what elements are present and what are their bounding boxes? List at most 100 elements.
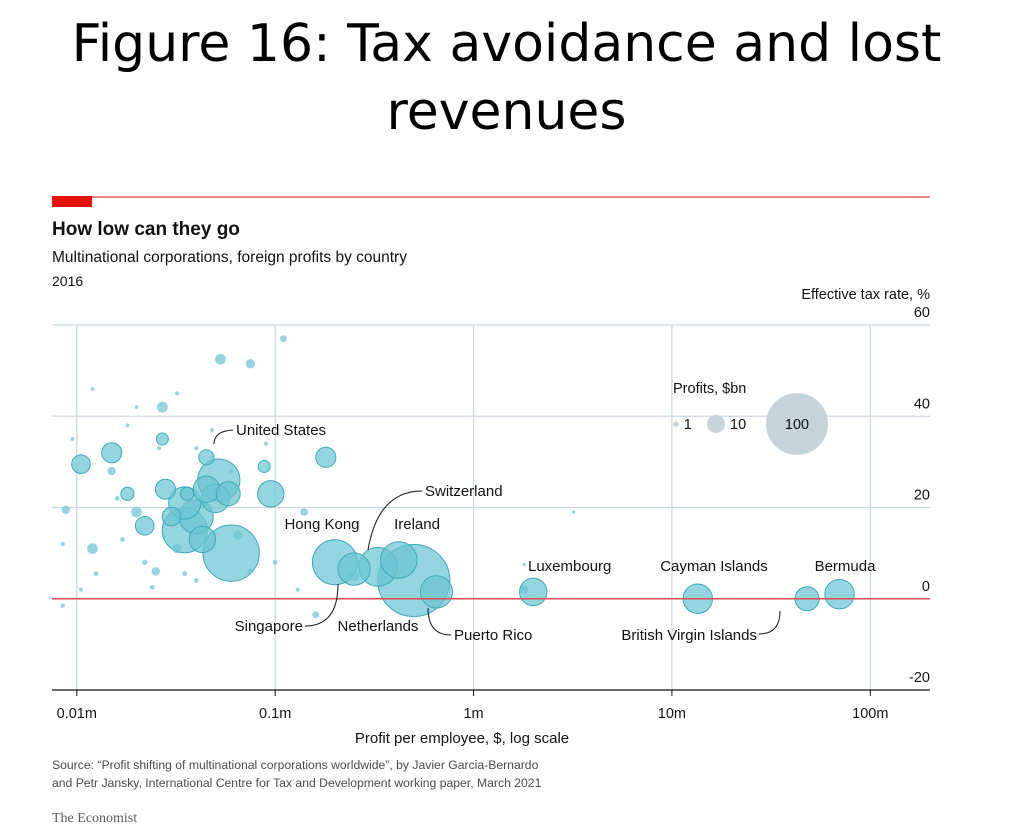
country-labels: United States Hong Kong Singapore Switzerla… [213, 422, 877, 644]
legend-label: 10 [730, 417, 746, 433]
publisher-logo: The Economist [52, 811, 137, 826]
leader-line [427, 607, 452, 636]
slide-title: Figure 16: Tax avoidance and lost revenu… [0, 10, 1013, 146]
chart-subtitle: Multinational corporations, foreign prof… [52, 249, 407, 266]
country-label: Bermuda [815, 558, 877, 575]
bubble [120, 537, 125, 542]
bubble [522, 562, 526, 567]
x-axis-label: Profit per employee, $, log scale [355, 730, 569, 747]
country-label: British Virgin Islands [621, 627, 757, 644]
bubble [134, 405, 139, 410]
y-tick-label: 60 [914, 305, 930, 321]
country-label: Singapore [235, 618, 303, 635]
bubble [90, 386, 95, 391]
x-tick-label: 0.1m [259, 706, 291, 722]
bubble [315, 446, 337, 468]
bubble [312, 611, 320, 619]
legend-bubble [707, 415, 725, 433]
bubble-bermuda [824, 578, 855, 610]
bubble [245, 359, 256, 369]
source-note-line1: Source: “Profit shifting of multinationa… [52, 758, 539, 772]
bubble-puerto-rico [419, 575, 454, 609]
bubble [420, 585, 424, 590]
bubble [174, 391, 180, 396]
y-axis: -20 0 20 40 60 [909, 305, 930, 686]
country-label: Cayman Islands [660, 558, 768, 575]
bubble [172, 543, 182, 554]
chart-title: How low can they go [52, 219, 240, 240]
bubble [107, 466, 116, 476]
bubble [60, 603, 65, 608]
bubble [154, 478, 177, 500]
x-tick-label: 10m [658, 706, 686, 722]
bubble [131, 506, 142, 518]
bubble [157, 446, 162, 451]
bubble [134, 515, 155, 536]
leader-line [304, 583, 339, 627]
bubble [257, 459, 271, 473]
bubble [198, 449, 215, 466]
bubble [78, 587, 84, 592]
economist-red-tag [52, 196, 92, 207]
bubble [155, 432, 169, 446]
bubble [215, 481, 241, 507]
bubble [120, 486, 135, 501]
bubble [215, 353, 226, 365]
bubble [228, 468, 234, 474]
leader-line [213, 429, 234, 445]
leader-line [758, 610, 781, 635]
y-tick-label: 0 [922, 579, 930, 595]
bubble [188, 525, 217, 554]
bubble [202, 524, 260, 582]
legend-label: 100 [785, 417, 809, 433]
country-label: Hong Kong [284, 516, 359, 533]
legend-title: Profits, $bn [673, 381, 746, 397]
bubble [209, 427, 215, 433]
bubble [300, 508, 308, 516]
bubble [93, 571, 99, 577]
bubbles [60, 335, 855, 619]
bubble [125, 423, 130, 428]
size-legend: Profits, $bn 1 10 100 [673, 381, 828, 455]
bubble [149, 584, 155, 590]
bubble [114, 495, 120, 501]
slide-title-text: Figure 16: Tax avoidance and lost revenu… [71, 14, 942, 142]
country-label: Ireland [394, 516, 440, 533]
bubble [151, 567, 160, 576]
bubble [101, 442, 123, 464]
bubble [161, 506, 182, 527]
legend-bubble [673, 421, 679, 427]
bubble [193, 578, 199, 583]
bubble [142, 559, 148, 565]
bubble [348, 570, 360, 582]
bubble [295, 587, 300, 592]
bubble [156, 401, 168, 413]
y-axis-label: Effective tax rate, % [801, 287, 930, 303]
x-axis: 0.01m 0.1m 1m 10m 100m [52, 689, 930, 722]
bubble [272, 559, 278, 565]
leader-line [367, 490, 423, 551]
bubble [87, 543, 98, 554]
bubble [71, 454, 91, 474]
bubble [520, 585, 529, 594]
bubble [257, 480, 285, 508]
bubble [180, 486, 195, 501]
y-tick-label: 20 [914, 488, 930, 504]
bubble [61, 505, 70, 514]
bubble [279, 335, 287, 343]
y-tick-label: -20 [909, 670, 930, 686]
country-label: Switzerland [425, 483, 503, 500]
country-label: United States [236, 422, 326, 439]
chart-year: 2016 [52, 273, 83, 289]
country-label: Netherlands [338, 618, 419, 635]
x-tick-label: 0.01m [57, 706, 97, 722]
x-tick-label: 100m [852, 706, 888, 722]
bubble-singapore [337, 552, 371, 586]
bubble [264, 441, 269, 446]
bubble [572, 510, 576, 514]
y-tick-label: 40 [914, 396, 930, 412]
bubble [247, 568, 254, 575]
bubble [233, 530, 243, 540]
source-note-line2: and Petr Jansky, International Centre fo… [52, 776, 542, 790]
